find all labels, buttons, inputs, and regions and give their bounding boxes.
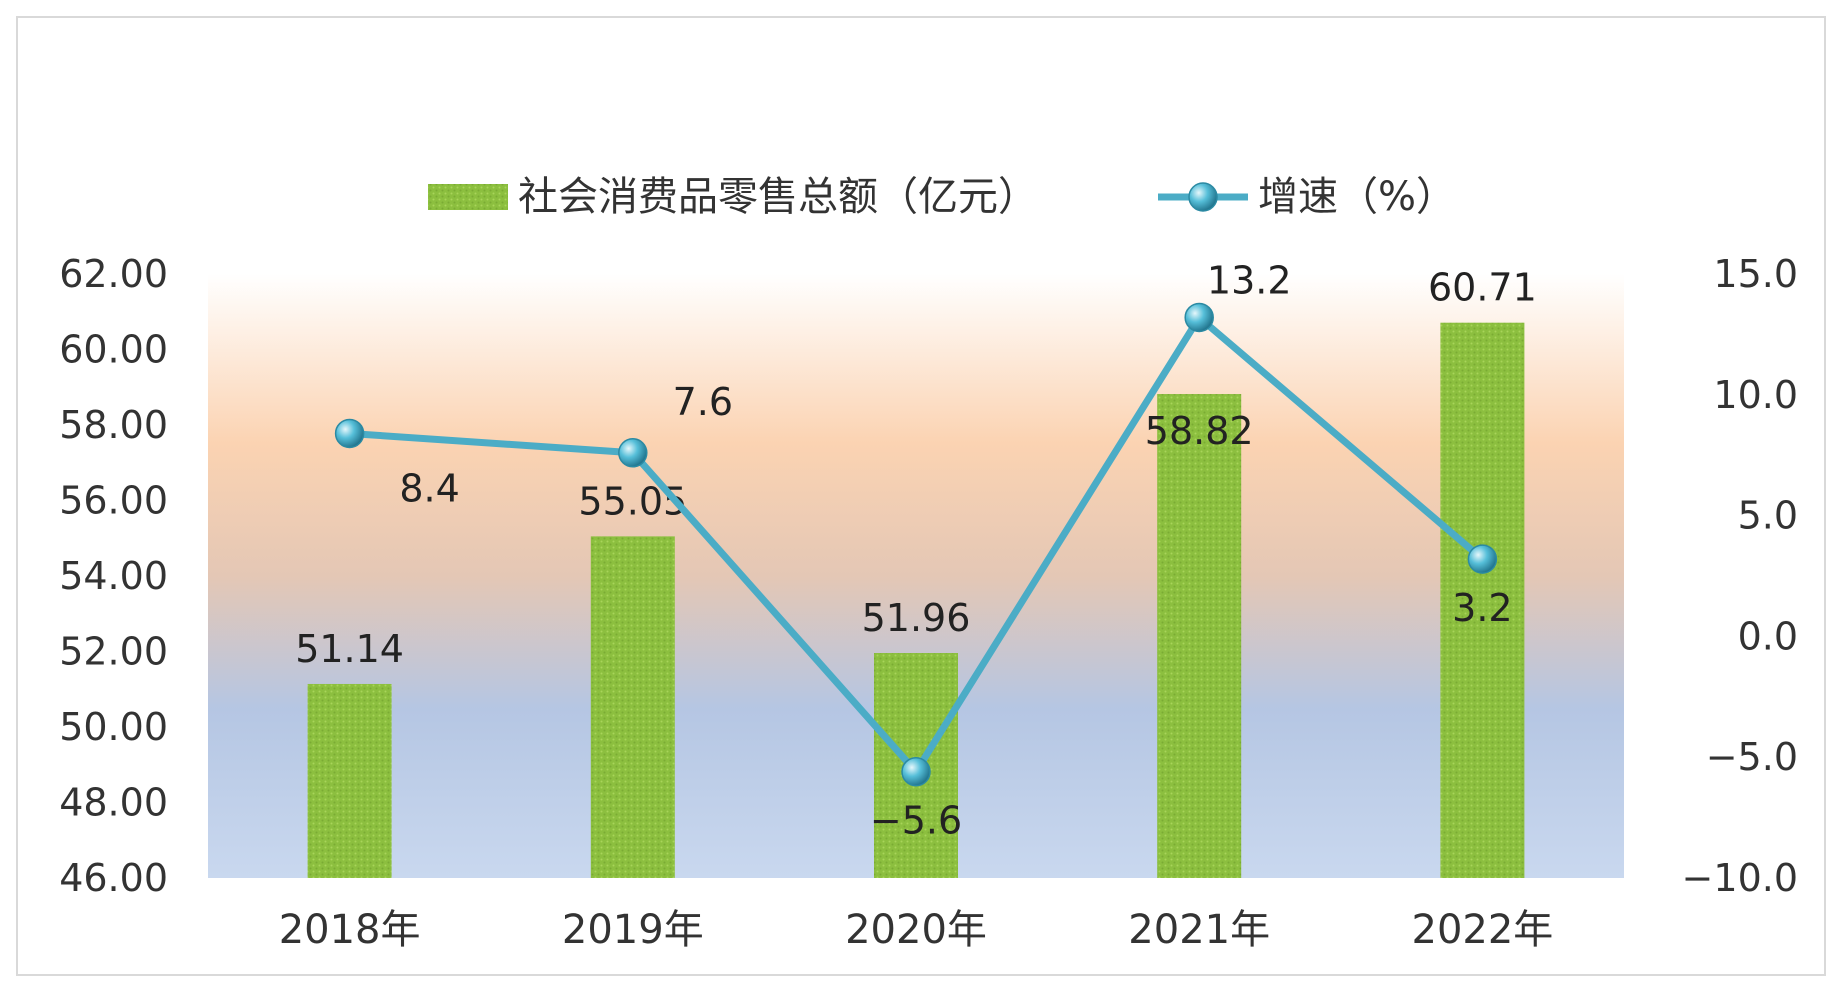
right-axis-tick-label: 5.0	[1738, 494, 1798, 538]
left-axis-tick-label: 54.00	[59, 554, 168, 598]
left-axis-tick-label: 46.00	[59, 856, 168, 900]
right-axis: 15.0 10.0 5.0 0.0 −5.0 −10.0	[1682, 252, 1798, 900]
bar-data-label: 51.14	[295, 627, 404, 671]
category-label: 2022年	[1412, 907, 1554, 953]
left-axis-tick-label: 60.00	[59, 328, 168, 372]
line-data-label: −5.6	[870, 799, 962, 843]
bar-data-label: 51.96	[862, 596, 971, 640]
line-marker	[1184, 302, 1214, 333]
bar-data-label: 55.05	[578, 479, 687, 523]
line-data-label: 13.2	[1207, 258, 1292, 302]
left-axis-tick-label: 58.00	[59, 403, 168, 447]
combo-chart: 62.00 60.00 58.00 56.00 54.00 52.00 50.00 48.00…	[59, 174, 1798, 953]
bar-data-label: 60.71	[1428, 266, 1537, 310]
legend-bar-swatch	[428, 184, 508, 210]
bar	[590, 536, 675, 878]
line-marker	[618, 438, 648, 468]
category-axis: 2018年 2019年 2020年 2021年 2022年	[279, 907, 1554, 953]
line-data-label: 8.4	[399, 466, 459, 510]
bar-series: 51.14 55.05 51.96 58.82 60.71	[295, 266, 1537, 878]
line-marker	[901, 756, 931, 787]
bar	[1157, 394, 1242, 878]
legend-bar-label: 社会消费品零售总额（亿元）	[518, 174, 1038, 220]
bar	[1440, 322, 1525, 878]
left-axis: 62.00 60.00 58.00 56.00 54.00 52.00 50.00 48.00…	[59, 252, 168, 900]
legend-line-label: 增速（%）	[1258, 174, 1456, 220]
line-marker	[1467, 544, 1498, 574]
right-axis-tick-label: 10.0	[1713, 373, 1798, 417]
category-label: 2020年	[845, 907, 987, 953]
left-axis-tick-label: 62.00	[59, 252, 168, 296]
line-marker	[334, 418, 365, 449]
legend-line-marker	[1188, 182, 1218, 212]
line-series: 8.4 7.6 −5.6 13.2 3.2	[334, 258, 1513, 843]
category-label: 2021年	[1128, 907, 1270, 953]
category-label: 2019年	[562, 907, 704, 953]
left-axis-tick-label: 50.00	[59, 705, 168, 749]
line-data-label: 7.6	[673, 380, 733, 424]
category-label: 2018年	[279, 907, 421, 953]
left-axis-tick-label: 48.00	[59, 781, 168, 825]
chart-frame: 62.00 60.00 58.00 56.00 54.00 52.00 50.00 48.00…	[16, 16, 1826, 976]
left-axis-tick-label: 52.00	[59, 630, 168, 674]
legend: 社会消费品零售总额（亿元） 增速（%）	[428, 174, 1456, 220]
left-axis-tick-label: 56.00	[59, 479, 168, 523]
right-axis-tick-label: −5.0	[1706, 735, 1798, 779]
line-data-label: 3.2	[1452, 586, 1512, 630]
bar-data-label: 58.82	[1145, 409, 1254, 453]
right-axis-tick-label: 15.0	[1713, 252, 1798, 296]
bar	[307, 683, 392, 878]
right-axis-tick-label: −10.0	[1682, 856, 1798, 900]
right-axis-tick-label: 0.0	[1738, 614, 1798, 658]
